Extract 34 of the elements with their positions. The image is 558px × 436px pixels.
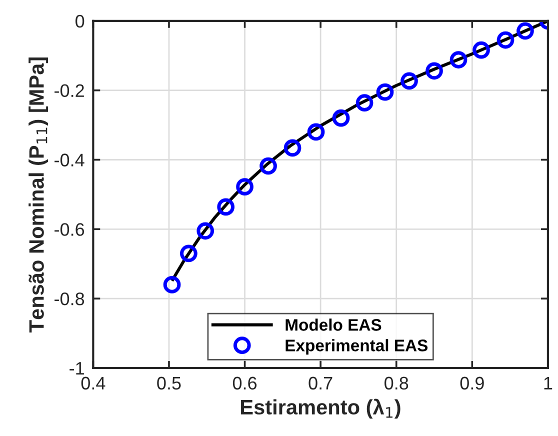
x-tick-label: 0.8 [384, 376, 408, 390]
y-tick-label: -0.4 [54, 154, 84, 166]
point [496, 31, 514, 49]
y-tick-label: -1 [70, 362, 84, 375]
y-tick-label: 0 [76, 14, 84, 28]
y-tick-label: -0.6 [54, 223, 84, 236]
point [332, 109, 350, 127]
point [217, 198, 235, 216]
point [307, 123, 325, 141]
y-tick-label: -0.8 [54, 292, 84, 306]
point [284, 139, 302, 157]
legend-label: Experimental EAS [286, 339, 428, 355]
point [196, 222, 214, 240]
point [516, 22, 534, 40]
point [376, 83, 394, 101]
x-tick-label: 0.7 [308, 376, 332, 390]
y-axis-title: Tensão Nominal (P$_{11}$) [MPa] [28, 58, 48, 332]
point [400, 72, 418, 90]
point [426, 62, 443, 80]
x-tick-label: 0.6 [232, 376, 257, 390]
point [163, 276, 181, 294]
point [450, 51, 468, 68]
x-tick-label: 0.5 [157, 376, 181, 390]
legend-label: Modelo EAS [286, 318, 382, 331]
point [356, 94, 374, 112]
point [180, 244, 198, 262]
x-tick-label: 1 [544, 376, 552, 390]
point [472, 41, 490, 59]
x-tick-label: 0.9 [460, 376, 484, 390]
x-axis-title: Estiramento (λ$_{1}$) [241, 398, 400, 419]
y-tick-label: -0.2 [54, 84, 84, 98]
point [236, 178, 254, 196]
x-tick-label: 0.4 [81, 376, 106, 390]
point [260, 157, 277, 175]
